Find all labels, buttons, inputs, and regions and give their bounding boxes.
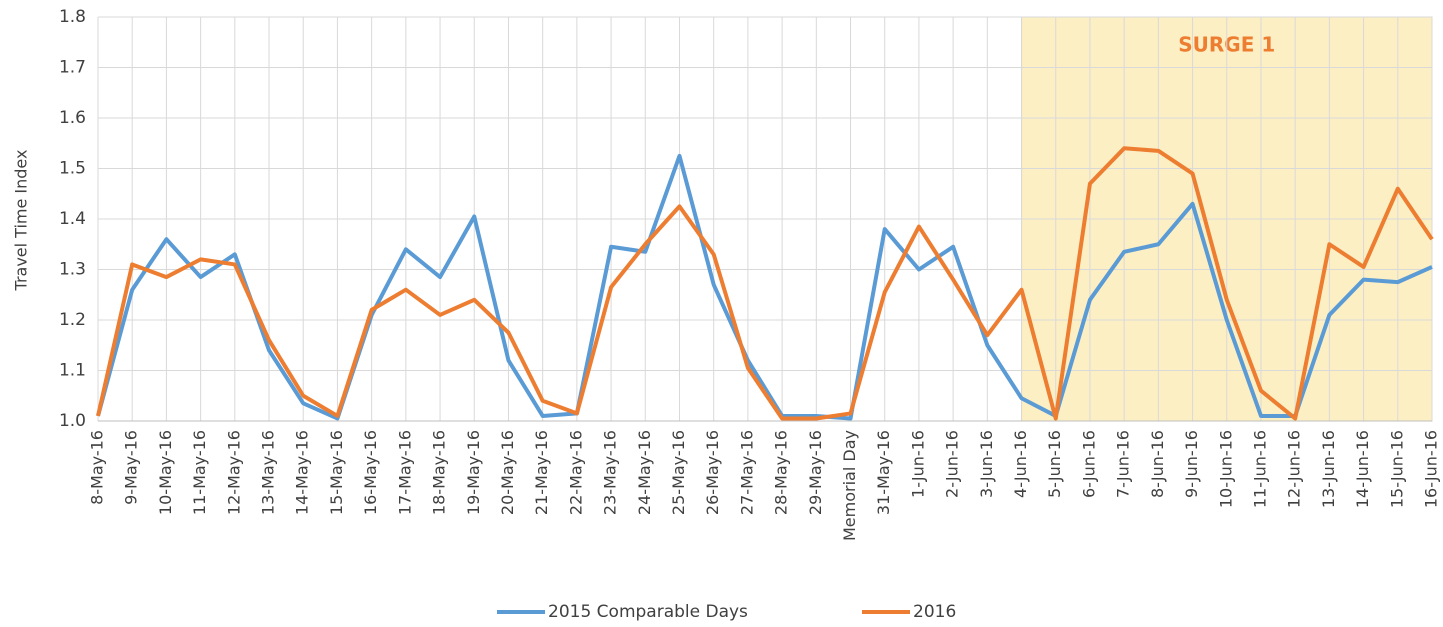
x-tick-label: 19-May-16 [464, 430, 483, 515]
y-tick-label: 1.7 [59, 58, 86, 78]
x-tick-label: 8-Jun-16 [1148, 430, 1167, 498]
x-tick-label: 13-May-16 [259, 430, 278, 515]
y-tick-label: 1.2 [59, 310, 86, 330]
x-tick-label: 28-May-16 [772, 430, 791, 515]
x-tick-label: 9-May-16 [122, 430, 141, 505]
x-tick-label: 25-May-16 [669, 430, 688, 515]
y-tick-label: 1.4 [59, 209, 86, 229]
x-tick-label: 6-Jun-16 [1079, 430, 1098, 498]
x-tick-label: 3-Jun-16 [977, 430, 996, 498]
x-tick-label: 21-May-16 [532, 430, 551, 515]
y-tick-label: 1.1 [59, 361, 86, 381]
x-tick-label: 5-Jun-16 [1045, 430, 1064, 498]
x-tick-label: 11-May-16 [190, 430, 209, 515]
x-tick-label: 20-May-16 [498, 430, 517, 515]
x-tick-label: 7-Jun-16 [1114, 430, 1133, 498]
x-tick-label: 22-May-16 [566, 430, 585, 515]
y-tick-label: 1.0 [59, 411, 86, 431]
x-tick-label: Memorial Day [840, 430, 859, 541]
x-tick-label: 13-Jun-16 [1319, 430, 1338, 508]
y-tick-label: 1.3 [59, 260, 86, 280]
x-tick-label: 9-Jun-16 [1182, 430, 1201, 498]
x-tick-label: 4-Jun-16 [1011, 430, 1030, 498]
x-tick-label: 24-May-16 [635, 430, 654, 515]
x-tick-label: 11-Jun-16 [1250, 430, 1269, 508]
x-tick-label: 10-Jun-16 [1216, 430, 1235, 508]
x-tick-label: 1-Jun-16 [908, 430, 927, 498]
x-tick-label: 18-May-16 [430, 430, 449, 515]
x-tick-label: 27-May-16 [737, 430, 756, 515]
x-tick-label: 16-Jun-16 [1422, 430, 1441, 508]
legend-label: 2015 Comparable Days [548, 602, 748, 622]
x-tick-label: 26-May-16 [703, 430, 722, 515]
y-tick-label: 1.5 [59, 159, 86, 179]
x-tick-label: 15-Jun-16 [1387, 430, 1406, 508]
x-tick-label: 14-May-16 [293, 430, 312, 515]
x-tick-label: 15-May-16 [327, 430, 346, 515]
y-tick-label: 1.6 [59, 108, 86, 128]
y-tick-label: 1.8 [59, 7, 86, 27]
x-tick-label: 8-May-16 [88, 430, 107, 505]
series-line [96, 146, 1434, 421]
x-tick-label: 16-May-16 [361, 430, 380, 515]
x-tick-label: 14-Jun-16 [1353, 430, 1372, 508]
y-axis-title: Travel Time Index [12, 150, 31, 292]
x-tick-label: 12-Jun-16 [1285, 430, 1304, 508]
x-tick-label: 10-May-16 [156, 430, 175, 515]
x-tick-label: 29-May-16 [806, 430, 825, 515]
x-tick-label: 2-Jun-16 [943, 430, 962, 498]
x-tick-label: 12-May-16 [224, 430, 243, 515]
x-tick-label: 31-May-16 [874, 430, 893, 515]
series-line [96, 153, 1433, 421]
x-tick-label: 17-May-16 [395, 430, 414, 515]
x-tick-label: 23-May-16 [601, 430, 620, 515]
legend-label: 2016 [913, 602, 956, 622]
